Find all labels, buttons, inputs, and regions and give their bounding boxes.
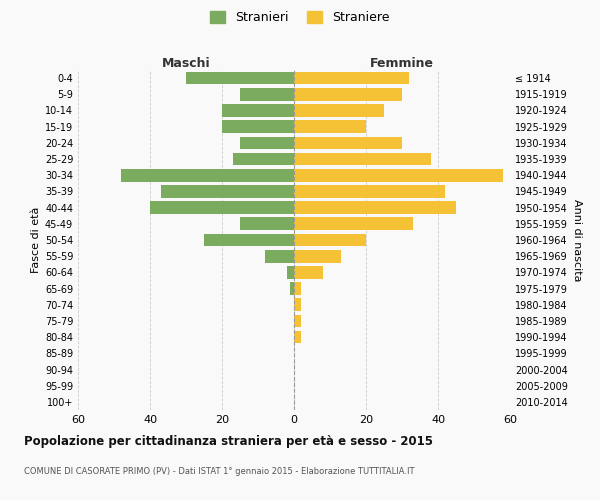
Bar [294,202,456,214]
Bar [294,314,301,328]
Bar [222,120,294,133]
Bar [150,202,294,214]
Text: Femmine: Femmine [370,57,434,70]
Text: Popolazione per cittadinanza straniera per età e sesso - 2015: Popolazione per cittadinanza straniera p… [24,435,433,448]
Bar [294,234,366,246]
Bar [294,282,301,295]
Text: COMUNE DI CASORATE PRIMO (PV) - Dati ISTAT 1° gennaio 2015 - Elaborazione TUTTIT: COMUNE DI CASORATE PRIMO (PV) - Dati IST… [24,468,415,476]
Bar [186,72,294,85]
Bar [233,152,294,166]
Bar [240,136,294,149]
Bar [294,136,402,149]
Bar [294,298,301,311]
Bar [222,104,294,117]
Bar [294,218,413,230]
Y-axis label: Fasce di età: Fasce di età [31,207,41,273]
Bar [294,88,402,101]
Bar [287,266,294,278]
Text: Maschi: Maschi [161,57,211,70]
Y-axis label: Anni di nascita: Anni di nascita [572,198,582,281]
Bar [294,266,323,278]
Bar [161,185,294,198]
Bar [265,250,294,262]
Bar [204,234,294,246]
Bar [240,88,294,101]
Bar [294,104,384,117]
Bar [240,218,294,230]
Bar [294,152,431,166]
Bar [294,169,503,181]
Bar [294,72,409,85]
Legend: Stranieri, Straniere: Stranieri, Straniere [205,6,395,29]
Bar [121,169,294,181]
Bar [294,331,301,344]
Bar [294,250,341,262]
Bar [294,185,445,198]
Bar [290,282,294,295]
Bar [294,120,366,133]
